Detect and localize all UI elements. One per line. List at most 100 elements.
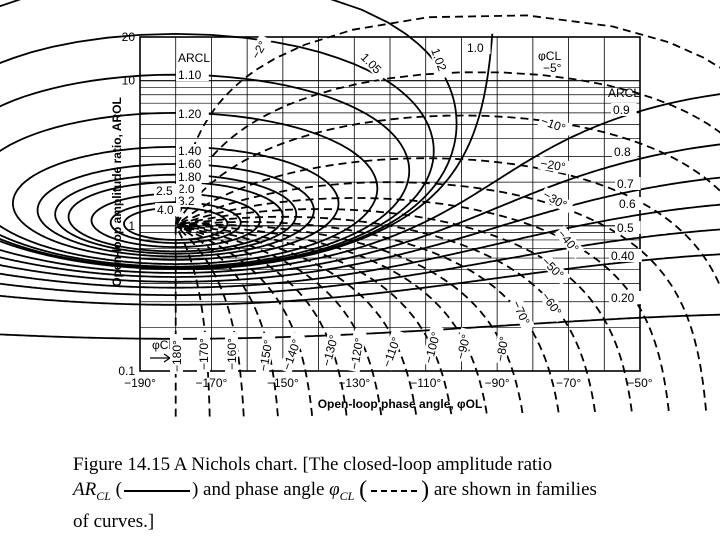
caption-suffix: are shown in families (433, 479, 597, 500)
phi-cl-bottom-label-bg (170, 334, 183, 374)
ar-cl-left-label-bg (176, 170, 209, 183)
x-axis-label: Open-loop phase angle, φOL (318, 397, 483, 411)
phi-cl-curve (177, 225, 313, 416)
amplitude-ratio-curves (0, 0, 720, 340)
phi-cl-bottom-label: −130° (319, 333, 341, 368)
caption-phi-symbol: φCL (329, 479, 355, 503)
phi-cl-right-label: −10° (539, 114, 568, 136)
ar-cl-left-label-bg (176, 107, 209, 120)
ar-cl-curve (0, 253, 720, 306)
phi-cl-bottom-label-bg (225, 332, 238, 372)
ar-cl-left-label: 1.40 (178, 144, 202, 158)
ar-cl-top-label-bg (357, 48, 390, 82)
phi-cl-right-label-bg (539, 186, 575, 215)
ar-cl-right-label: 0.8 (614, 145, 631, 159)
ar-cl-left-label-bg (155, 203, 181, 216)
phi-cl-curve (176, 226, 245, 417)
phi-cl-top-label-bg (541, 61, 567, 74)
caption-ar-symbol: ARCL (73, 479, 111, 503)
y-tick-label: 0.1 (118, 364, 135, 378)
x-tick-label: −50° (627, 376, 652, 390)
ar-cl-left-label-bg (176, 194, 202, 207)
phi-cl-bottom-label-bg (197, 332, 210, 372)
ar-cl-left-label: 1.20 (178, 107, 202, 121)
ar-cl-right-label: 0.6 (619, 197, 636, 211)
ar-cl-left-label: 1.60 (178, 157, 202, 171)
ar-cl-right-label: 0.40 (611, 249, 635, 263)
y-tick-label: 1 (128, 219, 135, 233)
phi-cl-bottom-label: −120° (347, 337, 366, 371)
phi-cl-curve (176, 157, 720, 288)
phi-cl-curve (178, 208, 633, 412)
phi-cl-bottom-label-bg (420, 324, 444, 367)
ar-cl-right-label-bg (609, 249, 642, 262)
phi-cl-bottom-label: −150° (256, 339, 275, 373)
ar-cl-left-label-bg (176, 182, 202, 195)
phi-cl-curve (175, 14, 720, 225)
ar-cl-curve (0, 176, 720, 283)
ar-cl-curve (196, 33, 494, 271)
x-tick-label: −190° (124, 376, 156, 390)
ar-cl-left-label: 2.0 (178, 182, 195, 196)
ar-cl-left-label: 4.0 (157, 203, 174, 217)
solid-line-sample (123, 489, 190, 492)
phi-cl-curve (179, 221, 560, 413)
phi-cl-bottom-label: −140° (280, 337, 304, 372)
nichols-chart: −190° −170° −150° −130° −110° −90° −70° −50° 20 1… (0, 0, 720, 417)
phi-cl-bottom-label-bg (318, 327, 342, 370)
x-tick-label: −130° (338, 376, 370, 390)
ar-cl-left-label-bg (176, 157, 209, 170)
phi-cl-right-label-bg (538, 252, 571, 286)
phi-cl-bottom-header: φCL (152, 338, 175, 352)
phase-angle-curves (174, 14, 720, 417)
caption-tail: of curves.] (73, 510, 155, 532)
phi-cl-bottom-label-bg (378, 328, 405, 371)
phi-cl-curve (176, 181, 707, 411)
phi-cl-bottom-label-bg (452, 327, 474, 363)
phi-cl-bottom-label-bg (346, 330, 367, 373)
ar-cl-curve (0, 112, 379, 265)
axis-ticks: −190° −170° −150° −130° −110° −90° −70° −50° 20 1… (118, 30, 652, 390)
phi-cl-bottom-label-bg (492, 329, 512, 365)
ar-cl-curve (0, 0, 458, 270)
phi-cl-right-label-bg (554, 225, 586, 259)
ar-cl-left-label-bg (176, 144, 209, 157)
x-tick-label: −150° (267, 376, 299, 390)
ar-cl-right-label-bg (615, 221, 641, 234)
x-tick-label: −70° (556, 376, 581, 390)
ar-cl-top-label-bg (428, 44, 452, 80)
phi-cl-right-label-bg (538, 288, 568, 323)
ar-cl-top-label-bg (465, 41, 491, 54)
phi-cl-bottom-label-bg (278, 331, 305, 374)
phi-cl-bottom-label: −100° (421, 330, 443, 365)
ar-cl-right-label-bg (617, 197, 643, 210)
ar-cl-top-label: 1.02 (428, 46, 449, 73)
ar-cl-right-label-bg (612, 145, 638, 158)
phi-cl-right-label-bg (537, 155, 573, 175)
phi-cl-top-label-bg (247, 34, 272, 63)
x-tick-label: −90° (485, 376, 510, 390)
phi-cl-bottom-label: −90° (453, 333, 473, 361)
phi-cl-right-label-bg (509, 296, 535, 332)
phi-cl-bottom-label: −80° (493, 335, 511, 362)
phi-cl-curve (179, 225, 453, 415)
caption-prefix: Figure 14.15 A Nichols chart. [The close… (73, 454, 553, 475)
ar-cl-left-label: 1.80 (178, 170, 202, 184)
phi-cl-bottom-arrow-icon (150, 353, 172, 363)
ar-cl-right-label-bg (611, 103, 637, 116)
phi-cl-bottom-label: −110° (380, 335, 404, 369)
ar-cl-right-label-bg (609, 291, 642, 304)
ar-cl-right-label: 0.7 (617, 177, 634, 191)
phi-cl-header: φCL (538, 49, 561, 63)
curve-labels: 1.101.201.401.601.802.02.53.24.01.05 1.02… (154, 34, 643, 375)
x-tick-label: −170° (196, 376, 228, 390)
y-tick-label: 10 (122, 74, 136, 88)
dashed-line-sample (371, 489, 418, 492)
caption-dash-open: ( (359, 477, 368, 503)
ar-cl-curve (0, 228, 720, 296)
ar-cl-header: ARCL (178, 51, 210, 65)
phi-cl-bottom-label: −160° (225, 338, 239, 370)
ar-cl-curve (0, 203, 720, 289)
ar-cl-top-label: 1.0 (467, 41, 484, 55)
figure-caption: Figure 14.15 A Nichols chart. [The close… (73, 452, 713, 534)
